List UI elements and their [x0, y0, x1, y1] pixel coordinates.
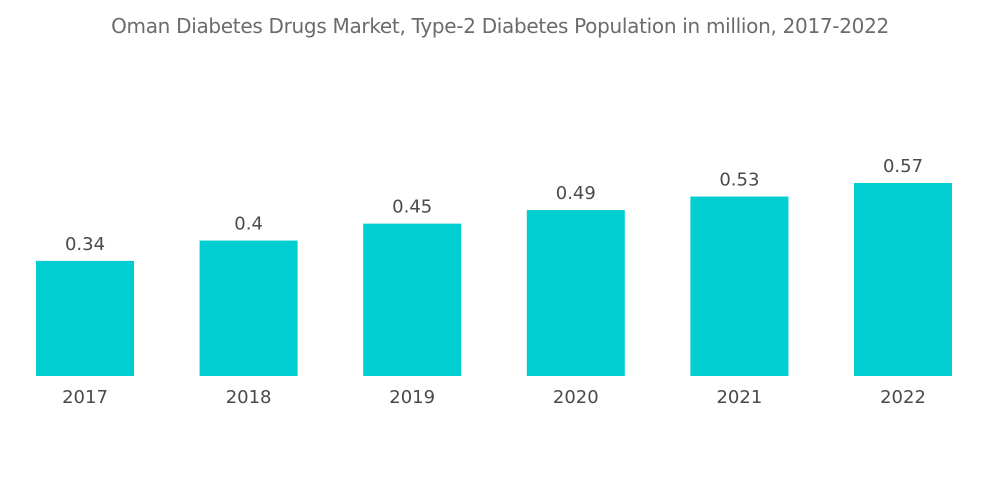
- data-label-2018: 0.4: [234, 214, 263, 235]
- chart-title: Oman Diabetes Drugs Market, Type-2 Diabe…: [111, 14, 889, 38]
- bar-2018: [199, 240, 298, 376]
- bar-2019: [363, 223, 462, 376]
- bar-2021: [690, 196, 789, 376]
- bar-2017: [36, 260, 134, 376]
- data-label-2019: 0.45: [392, 197, 432, 218]
- bar-2020: [526, 210, 625, 376]
- data-label-2022: 0.57: [883, 156, 923, 177]
- data-label-2021: 0.53: [719, 170, 759, 191]
- x-tick-label-2020: 2020: [553, 387, 599, 408]
- x-tick-label-2017: 2017: [62, 387, 108, 408]
- data-label-2017: 0.34: [65, 234, 105, 255]
- data-label-2020: 0.49: [556, 183, 596, 204]
- bar-2022: [854, 183, 952, 376]
- x-tick-label-2019: 2019: [389, 387, 435, 408]
- x-tick-label-2021: 2021: [716, 387, 762, 408]
- x-tick-label-2018: 2018: [226, 387, 272, 408]
- x-tick-label-2022: 2022: [880, 387, 926, 408]
